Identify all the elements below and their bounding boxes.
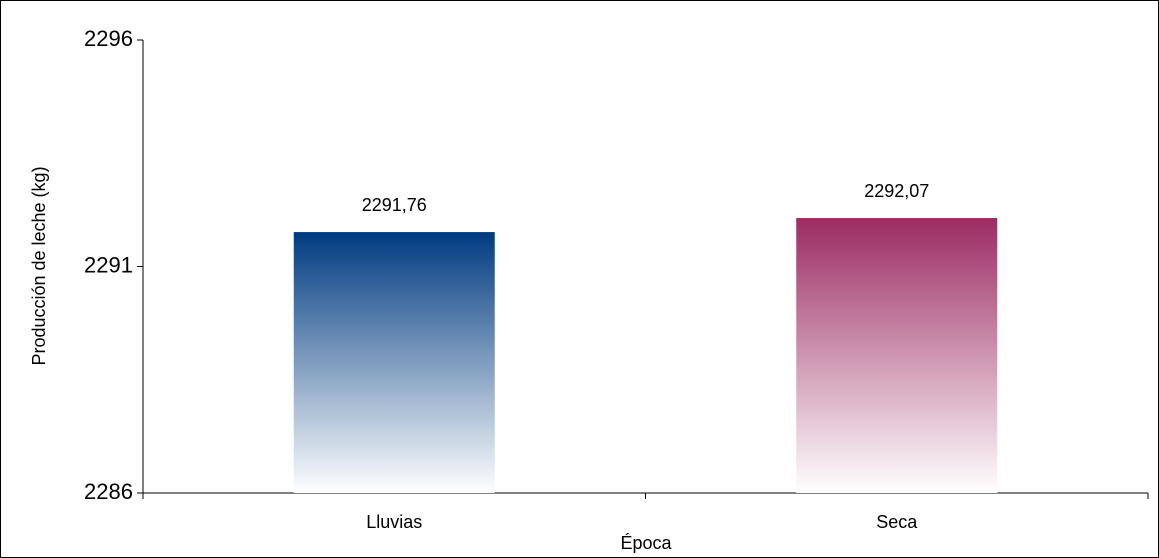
value-label: 2292,07: [864, 181, 929, 201]
y-tick-label: 2286: [84, 479, 133, 504]
y-axis-title: Producción de leche (kg): [29, 166, 49, 365]
y-tick-label: 2296: [84, 26, 133, 51]
bar: [796, 218, 998, 494]
value-label: 2291,76: [362, 195, 427, 215]
x-axis-title: Época: [620, 533, 672, 553]
x-tick-label: Seca: [876, 512, 918, 532]
bar: [293, 232, 495, 493]
x-tick-label: Lluvias: [366, 512, 422, 532]
y-tick-label: 2291: [84, 252, 133, 277]
